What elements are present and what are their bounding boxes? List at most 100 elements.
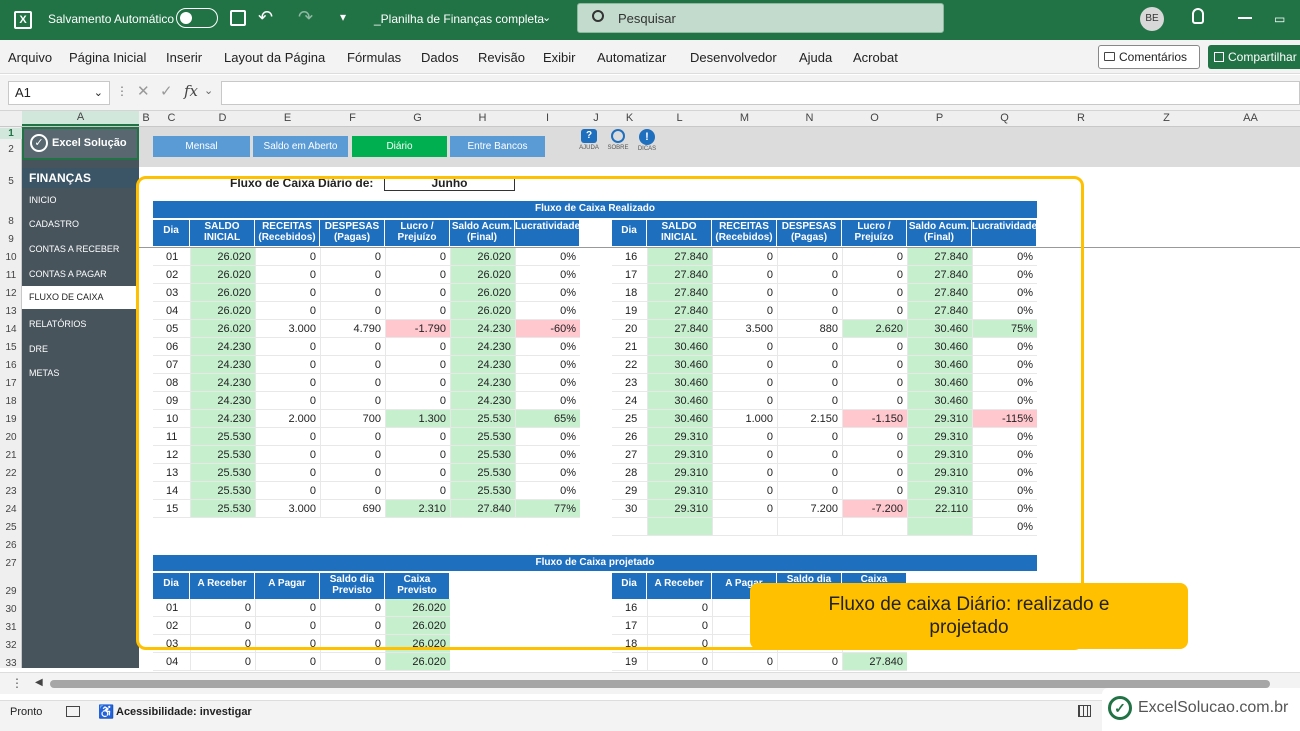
share-button[interactable]: Compartilhar xyxy=(1208,45,1300,69)
row-header[interactable]: 11 xyxy=(5,270,17,281)
column-header-e[interactable]: E xyxy=(283,112,292,124)
column-header-aa[interactable]: AA xyxy=(1243,112,1258,124)
nav-button-saldo-aberto[interactable]: Saldo em Aberto xyxy=(253,136,348,157)
row-header[interactable]: 12 xyxy=(5,288,17,299)
tab-desenvolvedor[interactable]: Desenvolvedor xyxy=(690,50,777,65)
row-header[interactable]: 22 xyxy=(5,468,17,479)
row-header[interactable]: 33 xyxy=(5,658,17,669)
column-header-g[interactable]: G xyxy=(413,112,422,124)
about-icon[interactable]: SOBRE xyxy=(604,127,632,161)
row-header[interactable]: 19 xyxy=(5,414,17,425)
column-header-l[interactable]: L xyxy=(676,112,683,124)
tab-acrobat[interactable]: Acrobat xyxy=(853,50,898,65)
comments-button[interactable]: Comentários xyxy=(1098,45,1200,69)
row-header[interactable]: 10 xyxy=(5,252,17,263)
row-header[interactable]: 26 xyxy=(5,540,17,551)
restore-icon[interactable]: ▭ xyxy=(1274,12,1286,26)
row-header[interactable]: 27 xyxy=(5,558,17,569)
file-name[interactable]: _Planilha de Finanças completa xyxy=(374,12,545,26)
name-box[interactable]: A1 ⌄ xyxy=(8,81,110,105)
column-header-q[interactable]: Q xyxy=(1000,112,1009,124)
column-header-z[interactable]: Z xyxy=(1163,112,1170,124)
tab-inserir[interactable]: Inserir xyxy=(166,50,203,65)
sidebar-item-inicio[interactable]: INICIO xyxy=(29,195,57,205)
row-header[interactable]: 21 xyxy=(5,450,17,461)
lightbulb-icon[interactable] xyxy=(1192,8,1204,24)
macro-record-icon[interactable] xyxy=(66,706,80,717)
row-header[interactable]: 2 xyxy=(8,144,14,155)
row-header[interactable]: 20 xyxy=(5,432,17,443)
tab-layout[interactable]: Layout da Página xyxy=(224,50,326,65)
scroll-thumb[interactable] xyxy=(50,680,1270,688)
row-header[interactable]: 1 xyxy=(0,128,22,139)
minimize-icon[interactable] xyxy=(1238,17,1252,19)
row-header[interactable]: 15 xyxy=(5,342,17,353)
column-header-k[interactable]: K xyxy=(625,112,634,124)
tab-revisao[interactable]: Revisão xyxy=(478,50,525,65)
column-header-p[interactable]: P xyxy=(935,112,944,124)
sidebar-item-contas-pagar[interactable]: CONTAS A PAGAR xyxy=(29,269,107,279)
column-header-o[interactable]: O xyxy=(870,112,879,124)
sidebar-item-contas-receber[interactable]: CONTAS A RECEBER xyxy=(29,244,120,254)
tab-formulas[interactable]: Fórmulas xyxy=(347,50,402,65)
sidebar-item-relatorios[interactable]: RELATÓRIOS xyxy=(29,319,87,329)
tab-pagina-inicial[interactable]: Página Inicial xyxy=(69,50,147,65)
tab-automatizar[interactable]: Automatizar xyxy=(597,50,667,65)
avatar[interactable]: BE xyxy=(1140,7,1164,31)
row-header[interactable]: 5 xyxy=(8,176,14,187)
enter-icon[interactable]: ✓ xyxy=(160,83,173,100)
column-header-d[interactable]: D xyxy=(218,112,227,124)
tips-icon[interactable]: ! DICAS xyxy=(633,127,661,161)
row-header[interactable]: 30 xyxy=(5,604,17,615)
row-header[interactable]: 9 xyxy=(8,234,14,245)
sidebar-item-dre[interactable]: DRE xyxy=(29,344,49,354)
column-header-a[interactable]: A xyxy=(22,111,139,126)
column-header-j[interactable]: J xyxy=(593,112,599,124)
undo-icon[interactable]: ↶ xyxy=(258,7,274,27)
row-header[interactable]: 23 xyxy=(5,486,17,497)
row-header[interactable]: 25 xyxy=(5,522,17,533)
accessibility-status[interactable]: Acessibilidade: investigar xyxy=(116,706,252,718)
fx-chevron-icon[interactable]: ⌄ xyxy=(204,85,214,97)
row-header[interactable]: 13 xyxy=(5,306,17,317)
horizontal-scrollbar[interactable]: ⋮ ◀ xyxy=(0,672,1300,694)
row-header[interactable]: 16 xyxy=(5,360,17,371)
tab-exibir[interactable]: Exibir xyxy=(543,50,576,65)
sidebar-item-fluxo-caixa[interactable]: FLUXO DE CAIXA xyxy=(22,286,139,309)
row-header[interactable]: 29 xyxy=(5,586,17,597)
accessibility-icon[interactable]: ♿ xyxy=(98,704,115,719)
tab-dados[interactable]: Dados xyxy=(421,50,459,65)
save-icon[interactable] xyxy=(230,10,246,26)
nav-button-diario[interactable]: Diário xyxy=(352,136,447,157)
insert-function-icon[interactable]: fx xyxy=(184,82,199,100)
column-header-f[interactable]: F xyxy=(349,112,356,124)
column-header-h[interactable]: H xyxy=(478,112,487,124)
file-name-chevron-icon[interactable]: ⌄ xyxy=(542,12,552,24)
row-header[interactable]: 18 xyxy=(5,396,17,407)
customize-icon[interactable]: ▾ xyxy=(340,10,347,24)
column-header-b[interactable]: B xyxy=(142,112,150,124)
column-header-n[interactable]: N xyxy=(805,112,814,124)
normal-view-icon[interactable] xyxy=(1078,705,1091,717)
tab-ajuda[interactable]: Ajuda xyxy=(799,50,833,65)
sidebar-item-metas[interactable]: METAS xyxy=(29,368,60,378)
search-box[interactable]: Pesquisar xyxy=(577,3,944,33)
column-header-i[interactable]: I xyxy=(545,112,550,124)
row-header[interactable]: 24 xyxy=(5,504,17,515)
sheet-options-icon[interactable]: ⋮ xyxy=(11,676,23,690)
nav-button-mensal[interactable]: Mensal xyxy=(153,136,250,157)
scroll-left-icon[interactable]: ◀ xyxy=(35,677,43,688)
row-header[interactable]: 32 xyxy=(5,640,17,651)
tab-arquivo[interactable]: Arquivo xyxy=(8,50,53,65)
row-header[interactable]: 31 xyxy=(5,622,17,633)
cancel-icon[interactable]: ✕ xyxy=(137,83,150,100)
column-header-m[interactable]: M xyxy=(739,112,750,124)
nav-button-entre-bancos[interactable]: Entre Bancos xyxy=(450,136,545,157)
row-header[interactable]: 8 xyxy=(8,216,14,227)
formula-input[interactable] xyxy=(221,81,1300,105)
autosave-toggle[interactable] xyxy=(176,8,218,28)
row-header[interactable]: 17 xyxy=(5,378,17,389)
column-header-c[interactable]: C xyxy=(167,112,176,124)
row-header[interactable]: 14 xyxy=(5,324,17,335)
column-header-r[interactable]: R xyxy=(1077,112,1085,124)
